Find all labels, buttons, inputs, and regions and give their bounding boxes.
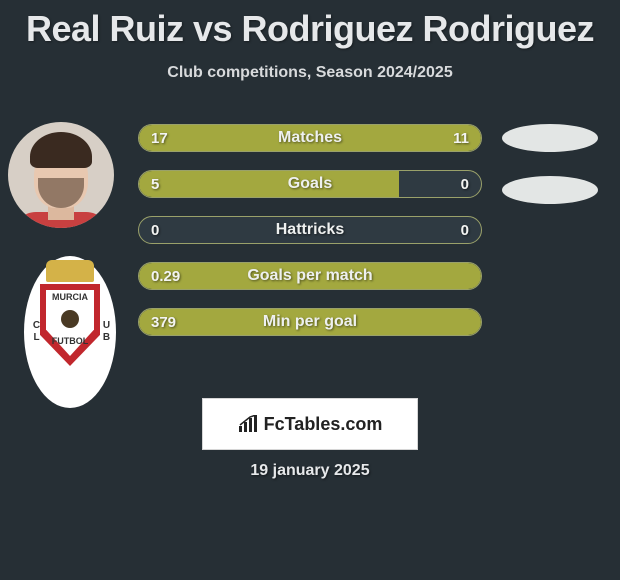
player-right-avatar-placeholder-1	[502, 124, 598, 152]
bar-label: Goals	[139, 171, 481, 197]
club-crest: MURCIA FUTBOL CL UB	[24, 256, 116, 408]
crest-text-top: MURCIA	[24, 292, 116, 302]
date-label: 19 january 2025	[0, 462, 620, 480]
stat-bar: 0.29Goals per match	[138, 262, 482, 290]
stat-bar: 00Hattricks	[138, 216, 482, 244]
brand-badge: FcTables.com	[202, 398, 418, 450]
brand-text: FcTables.com	[264, 414, 383, 435]
player-left-avatar	[8, 122, 114, 228]
page-title: Real Ruiz vs Rodriguez Rodriguez	[0, 0, 620, 50]
stat-bar: 50Goals	[138, 170, 482, 198]
comparison-bars: 1711Matches 50Goals 00Hattricks 0.29Goals p…	[138, 124, 482, 354]
player-right-avatar-placeholder-2	[502, 176, 598, 204]
stat-bar: 379Min per goal	[138, 308, 482, 336]
crest-side-left: CL	[28, 320, 42, 344]
stat-bar: 1711Matches	[138, 124, 482, 152]
bar-label: Matches	[139, 125, 481, 151]
chart-icon	[238, 415, 258, 433]
bar-label: Hattricks	[139, 217, 481, 243]
page-subtitle: Club competitions, Season 2024/2025	[0, 64, 620, 82]
bar-label: Min per goal	[139, 309, 481, 335]
crest-side-right: UB	[98, 320, 112, 344]
bar-label: Goals per match	[139, 263, 481, 289]
